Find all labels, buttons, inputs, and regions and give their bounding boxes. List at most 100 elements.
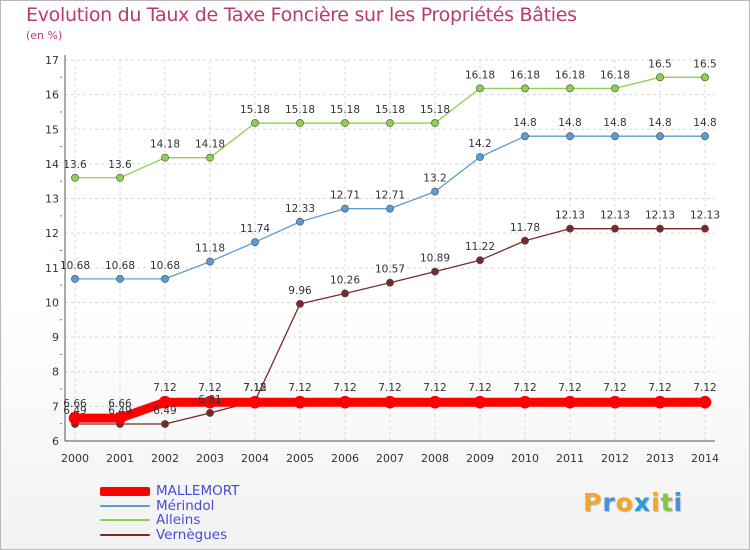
logo-letter: t bbox=[660, 488, 674, 517]
data-point-alleins bbox=[386, 119, 394, 127]
data-label-mallemort: 7.12 bbox=[198, 382, 221, 394]
data-point-mallemort bbox=[248, 395, 262, 409]
data-point-merindol bbox=[521, 132, 529, 141]
legend-swatch-alleins bbox=[100, 519, 150, 522]
data-label-mallemort: 7.12 bbox=[153, 382, 176, 394]
x-tick-label: 2000 bbox=[61, 452, 89, 465]
data-point-merindol bbox=[701, 132, 709, 141]
data-label-alleins: 16.18 bbox=[555, 69, 585, 81]
data-point-alleins bbox=[656, 73, 664, 82]
legend-item-merindol[interactable]: Mérindol bbox=[100, 499, 239, 514]
data-label-alleins: 13.6 bbox=[108, 159, 132, 171]
legend-swatch-vernegues bbox=[100, 533, 150, 536]
x-tick-label: 2010 bbox=[511, 452, 539, 465]
data-point-mallemort bbox=[203, 395, 217, 409]
logo-letter: r bbox=[602, 488, 616, 517]
data-label-mallemort: 6.66 bbox=[108, 398, 132, 410]
legend-item-alleins[interactable]: Alleins bbox=[100, 513, 239, 528]
data-point-merindol bbox=[161, 275, 169, 283]
y-tick-label: 8 bbox=[52, 366, 59, 379]
data-label-vernegues: 12.13 bbox=[690, 210, 720, 222]
data-point-alleins bbox=[251, 119, 259, 127]
x-tick-label: 2004 bbox=[241, 452, 269, 465]
data-point-vernegues bbox=[341, 289, 349, 298]
data-point-mallemort bbox=[158, 395, 172, 409]
legend-label-alleins: Alleins bbox=[156, 512, 201, 529]
data-label-mallemort: 7.12 bbox=[333, 382, 356, 394]
legend-item-mallemort[interactable]: MALLEMORT bbox=[100, 484, 239, 499]
legend: MALLEMORT Mérindol Alleins Vernègues bbox=[100, 484, 239, 542]
data-point-alleins bbox=[71, 173, 79, 182]
data-point-merindol bbox=[611, 132, 619, 141]
data-point-merindol bbox=[206, 257, 214, 266]
y-axis-unit: (en %) bbox=[26, 29, 63, 42]
data-label-mallemort: 7.12 bbox=[648, 382, 671, 394]
data-label-merindol: 10.68 bbox=[60, 260, 90, 272]
data-label-alleins: 15.18 bbox=[240, 104, 270, 116]
data-label-alleins: 13.6 bbox=[63, 159, 87, 171]
data-label-vernegues: 7.15 bbox=[243, 382, 266, 394]
data-point-mallemort bbox=[653, 395, 667, 409]
data-point-mallemort bbox=[563, 395, 577, 409]
data-point-vernegues bbox=[206, 409, 214, 417]
data-label-mallemort: 7.12 bbox=[423, 382, 446, 394]
x-tick-label: 2009 bbox=[466, 452, 494, 465]
data-label-merindol: 11.18 bbox=[195, 243, 225, 255]
y-tick-label: 10 bbox=[45, 296, 59, 309]
data-point-alleins bbox=[206, 153, 214, 162]
y-tick-label: 12 bbox=[45, 227, 59, 240]
legend-swatch-mallemort bbox=[100, 486, 150, 496]
legend-label-mallemort: MALLEMORT bbox=[156, 483, 240, 500]
data-point-merindol bbox=[116, 275, 124, 283]
data-point-merindol bbox=[386, 204, 394, 213]
data-label-vernegues: 10.26 bbox=[330, 274, 360, 286]
data-point-mallemort bbox=[113, 411, 127, 425]
y-tick-label: 14 bbox=[45, 158, 59, 171]
data-point-alleins bbox=[431, 119, 439, 127]
data-label-merindol: 14.8 bbox=[513, 117, 536, 129]
data-label-merindol: 10.68 bbox=[105, 260, 135, 272]
data-label-alleins: 15.18 bbox=[375, 104, 405, 116]
data-label-vernegues: 12.13 bbox=[555, 210, 585, 222]
y-tick-label: 13 bbox=[45, 193, 59, 206]
data-label-mallemort: 7.12 bbox=[243, 382, 266, 394]
y-tick-label: 11 bbox=[45, 262, 59, 275]
data-point-mallemort bbox=[473, 395, 487, 409]
data-point-merindol bbox=[476, 153, 484, 161]
data-label-mallemort: 7.12 bbox=[378, 382, 401, 394]
legend-swatch-merindol bbox=[100, 504, 150, 507]
x-tick-label: 2013 bbox=[646, 452, 674, 465]
data-point-vernegues bbox=[566, 224, 574, 233]
y-tick-label: 9 bbox=[52, 331, 59, 344]
x-tick-label: 2007 bbox=[376, 452, 404, 465]
data-label-alleins: 15.18 bbox=[285, 104, 315, 116]
data-point-mallemort bbox=[518, 395, 532, 409]
x-tick-label: 2003 bbox=[196, 452, 224, 465]
data-label-mallemort: 7.12 bbox=[603, 382, 626, 394]
data-point-mallemort bbox=[68, 411, 82, 425]
data-point-vernegues bbox=[521, 236, 529, 245]
data-label-merindol: 12.71 bbox=[330, 190, 360, 202]
x-tick-label: 2012 bbox=[601, 452, 629, 465]
data-label-merindol: 14.2 bbox=[468, 138, 491, 150]
x-tick-label: 2005 bbox=[286, 452, 314, 465]
legend-item-vernegues[interactable]: Vernègues bbox=[100, 528, 239, 543]
data-label-merindol: 13.2 bbox=[423, 173, 446, 185]
data-label-mallemort: 7.12 bbox=[513, 382, 536, 394]
y-tick-label: 15 bbox=[45, 123, 59, 136]
data-label-merindol: 12.33 bbox=[285, 203, 315, 215]
data-label-vernegues: 12.13 bbox=[600, 210, 630, 222]
proxiti-logo: Proxiti bbox=[583, 488, 683, 517]
data-point-vernegues bbox=[161, 420, 169, 428]
data-point-alleins bbox=[611, 84, 619, 93]
data-point-mallemort bbox=[338, 395, 352, 409]
data-point-merindol bbox=[431, 187, 439, 196]
data-point-alleins bbox=[161, 153, 169, 162]
data-label-mallemort: 7.12 bbox=[288, 382, 311, 394]
x-tick-label: 2006 bbox=[331, 452, 359, 465]
logo-letter: i bbox=[673, 488, 684, 517]
x-tick-label: 2011 bbox=[556, 452, 584, 465]
data-label-alleins: 16.18 bbox=[465, 69, 495, 81]
